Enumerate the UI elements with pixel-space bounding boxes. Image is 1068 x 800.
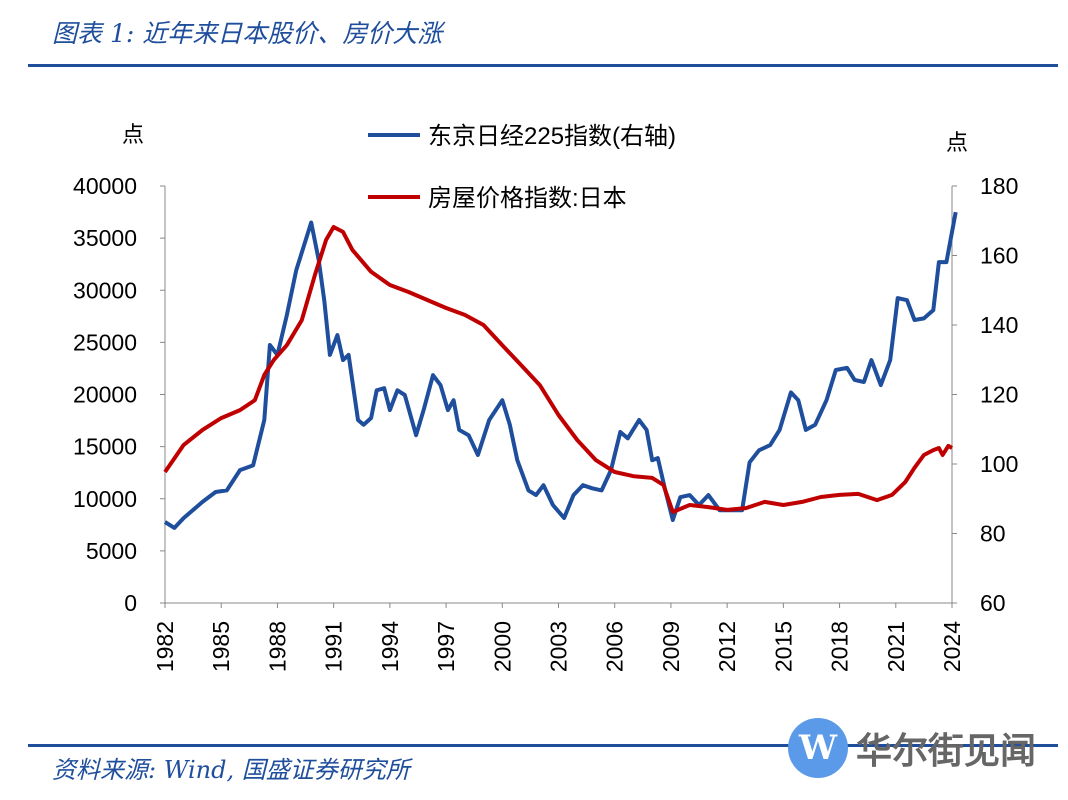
left-tick-label: 20000	[73, 382, 137, 408]
chart: 点 点 东京日经225指数(右轴) 房屋价格指数:日本 0 5000 10000 15…	[73, 122, 1018, 672]
x-tick-label: 2021	[883, 621, 909, 672]
legend-label-housing: 房屋价格指数:日本	[428, 185, 627, 212]
right-tick-label: 80	[980, 521, 1006, 547]
right-tick-label: 140	[980, 312, 1018, 338]
watermark-logo-icon: W	[788, 718, 848, 778]
left-tick-label: 25000	[73, 329, 137, 355]
x-tick-label: 2003	[546, 621, 572, 672]
x-tick-label: 1988	[264, 621, 290, 672]
x-tick-label: 1985	[208, 621, 234, 672]
left-tick-label: 30000	[73, 277, 137, 303]
x-tick-label: 1982	[152, 621, 178, 672]
x-tick-label: 2018	[827, 621, 853, 672]
right-tick-label: 180	[980, 173, 1018, 199]
bottom-rule	[28, 744, 1058, 747]
housing-price-index-line	[163, 225, 953, 514]
legend-label-nikkei: 东京日经225指数(右轴)	[428, 123, 676, 150]
x-tick-label: 2000	[489, 621, 515, 672]
top-rule	[28, 64, 1058, 67]
left-tick-label: 5000	[86, 538, 137, 564]
x-tick-label: 2006	[602, 621, 628, 672]
right-tick-label: 100	[980, 451, 1018, 477]
left-tick-label: 40000	[73, 173, 137, 199]
right-axis-unit: 点	[946, 130, 968, 155]
left-tick-label: 15000	[73, 434, 137, 460]
figure-title: 图表 1: 近年来日本股价、房价大涨	[52, 19, 443, 48]
left-tick-label: 35000	[73, 225, 137, 251]
left-axis-unit: 点	[122, 122, 144, 147]
right-tick-label: 120	[980, 382, 1018, 408]
watermark: W 华尔街见闻	[788, 718, 1036, 778]
x-tick-label: 2015	[770, 621, 796, 672]
left-tick-label: 0	[124, 590, 137, 616]
right-tick-label: 160	[980, 243, 1018, 269]
x-tick-label: 1994	[377, 621, 403, 672]
nikkei-225-line	[163, 211, 958, 530]
x-tick-label: 2024	[939, 621, 965, 672]
x-tick-label: 2009	[658, 621, 684, 672]
right-tick-label: 60	[980, 590, 1006, 616]
x-tick-label: 1997	[433, 621, 459, 672]
x-tick-label: 2012	[714, 621, 740, 672]
left-tick-label: 10000	[73, 486, 137, 512]
x-tick-label: 1991	[321, 621, 347, 672]
source-note: 资料来源: Wind, 国盛证券研究所	[52, 756, 410, 784]
watermark-text: 华尔街见闻	[856, 730, 1037, 772]
